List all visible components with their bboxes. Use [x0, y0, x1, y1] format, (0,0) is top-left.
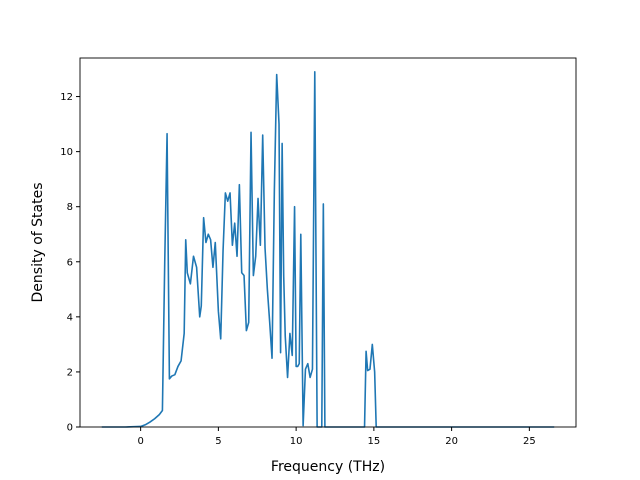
x-axis-ticks: 0 5 10 15 20 25 [137, 427, 536, 447]
y-tick-label: 12 [60, 92, 73, 103]
y-tick-label: 4 [67, 312, 73, 323]
x-tick-label: 5 [215, 436, 221, 447]
y-axis-ticks: 0 2 4 6 8 10 12 [60, 92, 80, 434]
y-tick-label: 8 [67, 202, 73, 213]
y-axis-label: Density of States [30, 183, 46, 303]
x-tick-label: 15 [368, 436, 381, 447]
x-tick-label: 10 [290, 436, 303, 447]
y-tick-label: 6 [67, 257, 73, 268]
axes-frame [79, 57, 577, 428]
y-tick-label: 0 [67, 423, 73, 434]
x-tick-label: 0 [137, 436, 143, 447]
y-tick-label: 10 [60, 147, 73, 158]
y-tick-label: 2 [67, 367, 73, 378]
x-axis-label: Frequency (THz) [271, 459, 385, 475]
x-tick-label: 25 [523, 436, 536, 447]
x-tick-label: 20 [445, 436, 458, 447]
